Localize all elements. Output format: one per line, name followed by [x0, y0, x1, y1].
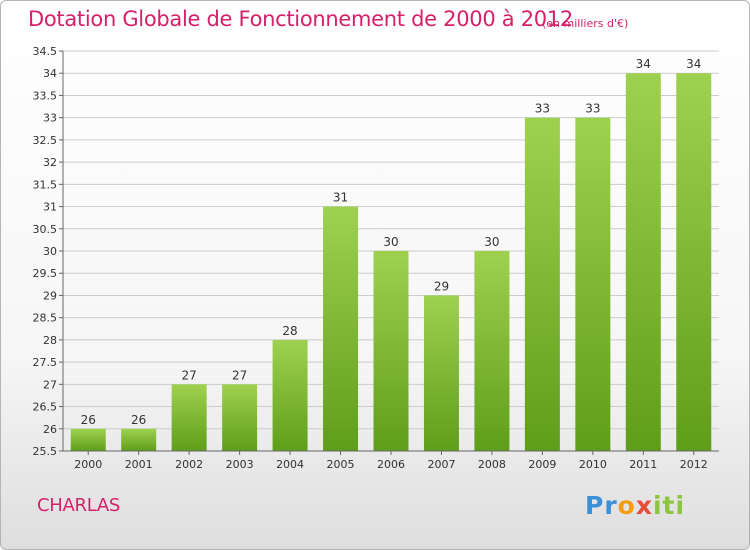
x-tick-label: 2011	[629, 458, 657, 471]
y-tick-label: 33	[43, 112, 57, 125]
x-tick-label: 2010	[579, 458, 607, 471]
bar-value-label: 30	[484, 235, 499, 249]
bar-value-label: 29	[434, 279, 449, 293]
bar	[524, 117, 560, 452]
y-tick-label: 28.5	[33, 312, 58, 325]
y-tick-label: 26	[43, 423, 57, 436]
y-tick-label: 27	[43, 378, 57, 391]
x-tick-label: 2003	[226, 458, 254, 471]
bar-value-labels: 26 26 27 27 28 31 30 29 30 33 33 34 34	[81, 57, 702, 427]
x-tick-label: 2001	[125, 458, 153, 471]
bar-value-label: 27	[232, 368, 247, 382]
bar	[676, 73, 712, 451]
y-tick-label: 29.5	[33, 267, 58, 280]
bar	[474, 251, 510, 451]
x-tick-label: 2006	[377, 458, 405, 471]
y-tick-label: 28	[43, 334, 57, 347]
x-tick-label: 2004	[276, 458, 304, 471]
y-tick-label: 31	[43, 201, 57, 214]
y-tick-label: 25.5	[33, 445, 58, 458]
chart-title: Dotation Globale de Fonctionnement de 20…	[28, 7, 573, 31]
bar	[575, 117, 611, 452]
x-tick-label: 2007	[427, 458, 455, 471]
x-tick-label: 2009	[528, 458, 556, 471]
bar-value-label: 33	[585, 102, 600, 116]
y-tick-label: 26.5	[33, 401, 58, 414]
bars	[70, 73, 712, 452]
x-tick-label: 2002	[175, 458, 203, 471]
axes	[62, 51, 719, 452]
bar-value-label: 27	[182, 368, 197, 382]
bar-value-label: 26	[81, 413, 96, 427]
x-tick-label: 2008	[478, 458, 506, 471]
bar-value-label: 34	[636, 57, 651, 71]
proxiti-logo: Proxiti	[585, 491, 686, 520]
y-tick-label: 34	[43, 67, 57, 80]
x-tick-label: 2005	[327, 458, 355, 471]
bar	[121, 428, 157, 451]
chart-unit-note: (en milliers d'€)	[542, 17, 629, 30]
bar	[272, 339, 308, 451]
y-tick-label: 32	[43, 156, 57, 169]
y-tick-label: 31.5	[33, 178, 58, 191]
bar-value-label: 31	[333, 191, 348, 205]
bar	[625, 73, 661, 451]
bar	[222, 384, 258, 451]
bar	[70, 428, 106, 451]
bar	[323, 206, 359, 451]
y-axis-tick-labels: 25.5 26 26.5 27 27.5 28 28.5 29 29.5 30 30.5 31 31.5…	[33, 45, 63, 458]
commune-name: CHARLAS	[37, 495, 121, 516]
bar	[171, 384, 207, 451]
y-tick-label: 29	[43, 289, 57, 302]
bar-value-label: 34	[686, 57, 701, 71]
y-tick-label: 32.5	[33, 134, 58, 147]
y-tick-label: 30.5	[33, 223, 58, 236]
y-tick-label: 34.5	[33, 45, 58, 58]
y-tick-label: 27.5	[33, 356, 58, 369]
bar-value-label: 28	[282, 324, 297, 338]
x-tick-label: 2000	[74, 458, 102, 471]
y-tick-label: 33.5	[33, 89, 58, 102]
bar	[423, 295, 459, 451]
bar-value-label: 30	[383, 235, 398, 249]
bar-value-label: 33	[535, 102, 550, 116]
x-tick-label: 2012	[680, 458, 708, 471]
y-tick-label: 30	[43, 245, 57, 258]
bar-value-label: 26	[131, 413, 146, 427]
x-axis-tick-labels: 2000 2001 2002 2003 2004 2005 2006 2007 2008 2009…	[74, 451, 708, 471]
bar	[373, 251, 409, 451]
